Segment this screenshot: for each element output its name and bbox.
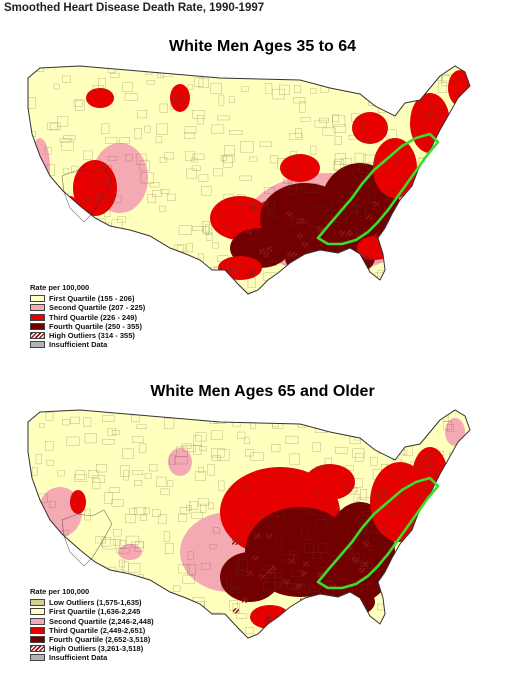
county-region bbox=[170, 84, 190, 112]
legend-label: Second Quartile (2,246-2,448) bbox=[49, 616, 154, 626]
legend-item: Insufficient Data bbox=[30, 340, 145, 349]
county-region bbox=[315, 586, 375, 618]
county-region bbox=[220, 552, 280, 602]
legend-swatch bbox=[30, 332, 45, 340]
legend-item: Fourth Quartile (2,652-3,518) bbox=[30, 635, 154, 644]
legend-swatch bbox=[30, 304, 45, 312]
legend-swatch bbox=[30, 313, 45, 321]
legend-item: First Quartile (1,636-2,245 bbox=[30, 607, 154, 616]
legend-swatch bbox=[30, 645, 45, 653]
legend-item: High Outliers (3,261-3,518) bbox=[30, 644, 154, 653]
map-title-65-older: White Men Ages 65 and Older bbox=[150, 383, 375, 400]
county-region bbox=[445, 418, 465, 446]
legend-label: Insufficient Data bbox=[49, 340, 108, 350]
legend-swatch bbox=[30, 617, 45, 625]
county-region bbox=[352, 112, 388, 144]
legend-swatch bbox=[30, 636, 45, 644]
county-region bbox=[357, 236, 393, 260]
legend-item: First Quartile (155 - 206) bbox=[30, 294, 145, 303]
legend-label: Fourth Quartile (2,652-3,518) bbox=[49, 634, 151, 644]
legend-swatch bbox=[30, 599, 45, 607]
legend-swatch bbox=[30, 608, 45, 616]
legend-swatch bbox=[30, 654, 45, 662]
legend-label: First Quartile (1,636-2,245 bbox=[49, 607, 141, 617]
legend-heading: Rate per 100,000 bbox=[30, 587, 90, 596]
county-region bbox=[73, 160, 117, 216]
legend-label: High Outliers (314 - 355) bbox=[49, 330, 135, 340]
legend-item: Fourth Quartile (250 - 355) bbox=[30, 322, 145, 331]
legend-label: Fourth Quartile (250 - 355) bbox=[49, 321, 142, 331]
legend-swatch bbox=[30, 295, 45, 303]
county-region bbox=[373, 138, 417, 198]
legend-label: Low Outliers (1,575-1,635) bbox=[49, 598, 142, 608]
state-boundary bbox=[61, 509, 113, 567]
appalachia-boundary bbox=[316, 132, 440, 246]
legend-65-older: Rate per 100,000 Low Outliers (1,575-1,6… bbox=[30, 587, 154, 663]
map-title-35-64: White Men Ages 35 to 64 bbox=[169, 38, 356, 55]
county-region bbox=[168, 448, 192, 476]
us-choropleth-map-65-older bbox=[27, 409, 471, 639]
legend-label: First Quartile (155 - 206) bbox=[49, 294, 135, 304]
legend-label: Third Quartile (2,449-2,651) bbox=[49, 625, 146, 635]
us-outline bbox=[27, 409, 471, 639]
legend-item: High Outliers (314 - 355) bbox=[30, 331, 145, 340]
page-title: Smoothed Heart Disease Death Rate, 1990-… bbox=[4, 2, 265, 14]
county-region bbox=[70, 490, 86, 514]
legend-heading: Rate per 100,000 bbox=[30, 283, 90, 292]
county-region bbox=[118, 544, 142, 560]
legend-label: High Outliers (3,261-3,518) bbox=[49, 644, 144, 654]
legend-swatch bbox=[30, 341, 45, 349]
legend-label: Insufficient Data bbox=[49, 653, 108, 663]
legend-swatch bbox=[30, 322, 45, 330]
legend-item: Second Quartile (207 - 225) bbox=[30, 303, 145, 312]
legend-swatch bbox=[30, 626, 45, 634]
legend-item: Third Quartile (2,449-2,651) bbox=[30, 626, 154, 635]
county-region bbox=[86, 88, 114, 108]
state-boundary bbox=[61, 165, 113, 223]
us-choropleth-map-35-64 bbox=[27, 65, 471, 295]
legend-item: Second Quartile (2,246-2,448) bbox=[30, 617, 154, 626]
legend-label: Second Quartile (207 - 225) bbox=[49, 303, 146, 313]
appalachia-boundary bbox=[316, 476, 440, 590]
legend-label: Third Quartile (226 - 249) bbox=[49, 312, 137, 322]
us-outline bbox=[27, 65, 471, 295]
county-region bbox=[305, 464, 355, 500]
legend-item: Third Quartile (226 - 249) bbox=[30, 313, 145, 322]
legend-item: Insufficient Data bbox=[30, 653, 154, 662]
county-region bbox=[48, 538, 68, 566]
legend-35-64: Rate per 100,000 First Quartile (155 - 2… bbox=[30, 283, 145, 349]
legend-item: Low Outliers (1,575-1,635) bbox=[30, 598, 154, 607]
